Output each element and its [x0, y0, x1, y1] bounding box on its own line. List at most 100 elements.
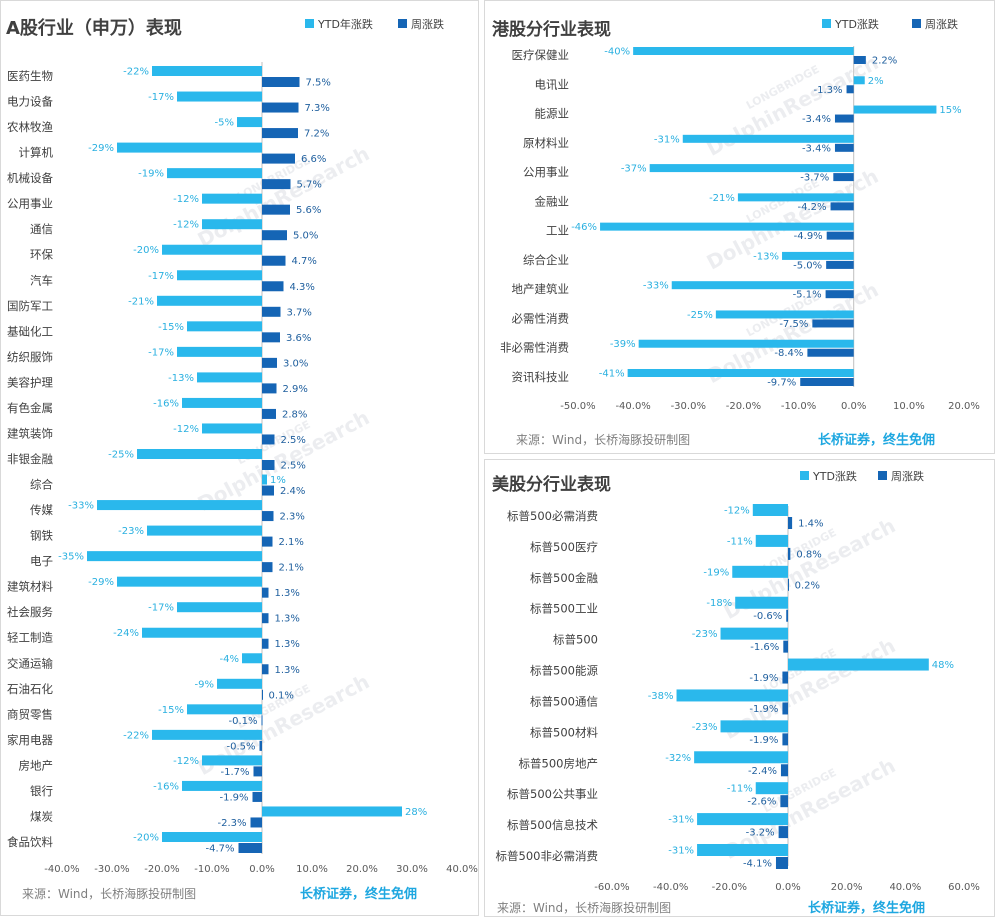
category-label: 标普500 — [553, 633, 598, 647]
data-label-ytd: -17% — [148, 271, 174, 282]
bar-ytd — [147, 525, 262, 536]
data-label-ytd: -23% — [692, 722, 718, 733]
category-label: 必需性消费 — [512, 311, 570, 325]
data-label-ytd: -33% — [643, 281, 669, 292]
data-label-week: 3.7% — [287, 307, 312, 318]
bar-ytd — [117, 142, 262, 153]
data-label-week: -4.9% — [794, 231, 823, 242]
bar-week — [262, 536, 273, 547]
category-label: 金融业 — [535, 194, 570, 208]
bar-ytd — [187, 704, 262, 715]
bar-ytd — [177, 602, 262, 613]
data-label-week: 2.1% — [279, 537, 304, 548]
legend-label-ytd: YTD涨跌 — [834, 17, 879, 31]
category-label: 商贸零售 — [7, 707, 53, 721]
x-tick-label: 20.0% — [948, 401, 980, 412]
bar-row: 公用事业 -37% -3.7% — [523, 164, 854, 184]
category-label: 公用事业 — [7, 197, 53, 211]
bar-week — [800, 378, 854, 386]
bar-row: 食品饮料 -20% -4.7% — [7, 832, 262, 855]
category-label: 电讯业 — [535, 77, 570, 91]
data-label-ytd: -38% — [648, 691, 674, 702]
bar-row: 标普500信息技术 -31% -3.2% — [507, 813, 788, 839]
category-label: 医疗保健业 — [512, 48, 570, 62]
chart-title: A股行业（申万）表现 — [6, 17, 182, 39]
data-label-ytd: -24% — [113, 628, 139, 639]
data-label-week: 1.3% — [275, 639, 300, 650]
data-label-week: 2.8% — [282, 409, 307, 420]
legend-swatch-ytd — [800, 471, 809, 480]
category-label: 标普500材料 — [530, 725, 598, 739]
bar-ytd — [788, 658, 929, 671]
x-tick-label: 40.0% — [889, 882, 921, 893]
category-label: 综合企业 — [523, 253, 569, 267]
bar-week — [262, 77, 300, 87]
source-note: 来源：Wind，长桥海豚投研制图 — [22, 886, 196, 901]
data-label-ytd: -5% — [215, 118, 234, 129]
legend-label-week: 周涨跌 — [891, 469, 924, 483]
data-label-ytd: 28% — [405, 807, 427, 818]
category-label: 非必需性消费 — [500, 341, 569, 355]
data-label-ytd: -17% — [148, 347, 174, 358]
data-label-week: -1.9% — [749, 673, 778, 684]
bar-ytd — [732, 565, 788, 578]
bar-row: 有色金属 -16% 2.8% — [7, 397, 307, 420]
bar-week — [262, 408, 276, 419]
bar-ytd — [117, 576, 262, 587]
data-label-week: 7.2% — [304, 129, 329, 140]
data-label-ytd: -13% — [168, 373, 194, 384]
category-label: 标普500医疗 — [530, 540, 598, 554]
bar-week — [262, 485, 274, 496]
us-panel — [484, 459, 995, 917]
data-label-ytd: -16% — [153, 398, 179, 409]
bar-week — [262, 434, 275, 445]
category-label: 计算机 — [19, 146, 54, 160]
bar-ytd — [633, 47, 854, 55]
bar-ytd — [242, 653, 262, 664]
bar-row: 传媒 -33% 2.3% — [30, 500, 305, 523]
data-label-ytd: -40% — [604, 47, 630, 58]
bar-ytd — [262, 474, 267, 485]
bar-ytd — [157, 295, 262, 306]
data-label-week: 1.4% — [798, 519, 823, 530]
data-label-week: -1.9% — [749, 735, 778, 746]
bar-week — [262, 153, 295, 164]
data-label-week: -2.3% — [217, 818, 246, 829]
bar-week — [788, 578, 789, 591]
data-label-week: -1.9% — [749, 704, 778, 715]
bar-row: 石油石化 -9% 0.1% — [7, 678, 294, 701]
bar-row: 电力设备 -17% 7.3% — [7, 91, 330, 114]
bar-week — [807, 348, 854, 357]
bar-row: 公用事业 -12% 5.6% — [7, 193, 321, 216]
bar-week — [259, 740, 262, 751]
category-label: 建筑装饰 — [7, 426, 53, 440]
bar-week — [262, 613, 269, 624]
data-label-ytd: -16% — [153, 781, 179, 792]
data-label-ytd: -22% — [123, 730, 149, 741]
legend-swatch-ytd — [305, 19, 314, 28]
bar-row: 电子 -35% 2.1% — [30, 551, 304, 574]
category-label: 医药生物 — [7, 69, 53, 83]
bar-row: 美容护理 -13% 2.9% — [7, 372, 308, 395]
legend-swatch-ytd — [822, 19, 831, 28]
category-label: 美容护理 — [7, 375, 53, 389]
bar-week — [262, 587, 269, 598]
bar-ytd — [755, 534, 788, 547]
data-label-ytd: -15% — [158, 705, 184, 716]
category-label: 纺织服饰 — [7, 350, 53, 364]
data-label-week: 2.4% — [280, 486, 305, 497]
bar-ytd — [676, 689, 788, 702]
bar-week — [780, 795, 788, 808]
bar-week — [778, 826, 788, 839]
data-label-ytd: -4% — [220, 654, 239, 665]
bar-ytd — [638, 339, 854, 348]
bar-row: 非必需性消费 -39% -8.4% — [500, 339, 854, 359]
data-label-week: 7.3% — [305, 103, 330, 114]
bar-row: 农林牧渔 -5% 7.2% — [7, 117, 329, 140]
legend-label-ytd: YTD涨跌 — [812, 469, 857, 483]
bar-ytd — [177, 270, 262, 281]
data-label-ytd: -33% — [68, 501, 94, 512]
bar-week — [826, 260, 854, 269]
bar-ytd — [152, 729, 262, 740]
bar-row: 银行 -16% -1.9% — [30, 780, 262, 803]
